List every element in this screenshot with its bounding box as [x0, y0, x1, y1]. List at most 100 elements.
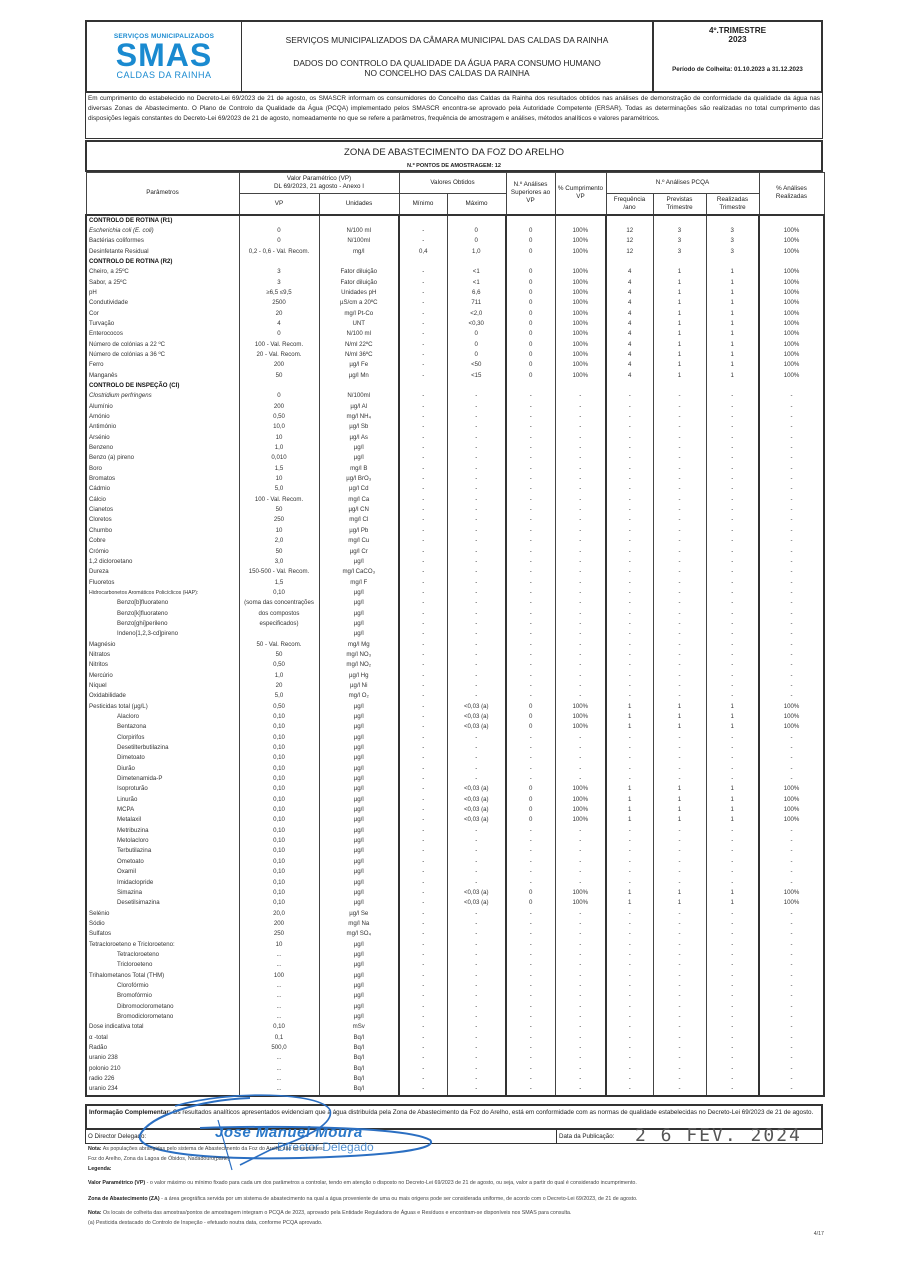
table-cell: - [605, 587, 654, 599]
table-cell: - [705, 960, 760, 971]
table-cell: - [605, 525, 654, 537]
table-cell: - [605, 929, 654, 940]
table-row: Cor 20 mg/l Pt-Co - <2,0 0 100% 4 1 1 100% [85, 308, 825, 319]
table-cell: - [758, 536, 825, 547]
table-cell: mg/l Cu [318, 536, 400, 547]
table-cell: - [446, 577, 507, 588]
table-cell: Bq/l [318, 1053, 400, 1064]
table-cell [238, 381, 320, 392]
table-row: α -total 0,1 Bq/l - - - - - - - - [85, 1032, 825, 1043]
table-cell: mg/l O₂ [318, 691, 400, 702]
table-row: Dimetoato 0,10 µg/l - - - - - - - - [85, 753, 825, 764]
table-cell: 1 [705, 329, 760, 340]
table-cell: - [758, 846, 825, 857]
table-cell: - [605, 484, 654, 495]
table-cell: - [554, 753, 607, 764]
table-row: Dose indicativa total 0,10 mSv - - - - - - - - [85, 1022, 825, 1033]
table-cell: 200 [238, 918, 320, 930]
table-cell: mg/l NH₄ [318, 412, 400, 423]
table-cell: 0,10 [238, 794, 320, 806]
table-cell: 100% [758, 898, 825, 909]
table-row: Cádmio 5,0 µg/l Cd - - - - - - - - [85, 484, 825, 495]
table-row: Metribuzina 0,10 µg/l - - - - - - - - [85, 825, 825, 837]
table-cell: - [652, 1043, 707, 1054]
table-cell: - [705, 629, 760, 640]
table-cell: - [652, 939, 707, 950]
table-cell: 4 [605, 277, 654, 288]
table-cell: - [705, 732, 760, 744]
table-cell: - [605, 505, 654, 516]
table-cell: µg/l [318, 836, 400, 847]
parameter-name: Desetilterbutilazina [85, 743, 240, 754]
table-cell: ... [238, 1084, 320, 1096]
table-cell: µg/l [318, 898, 400, 909]
table-row: Cheiro, a 25ºC 3 Fator diluição - <1 0 100% 4 1 1… [85, 267, 825, 278]
table-cell: - [758, 618, 825, 630]
parameter-name: Desetilsimazina [85, 898, 240, 909]
table-cell: - [605, 391, 654, 402]
table-cell: 100% [554, 267, 607, 278]
table-cell: µg/l Sb [318, 422, 400, 433]
table-cell: - [758, 753, 825, 764]
table-cell: mg/l [318, 246, 400, 257]
table-cell: - [605, 763, 654, 775]
table-cell: - [705, 618, 760, 630]
table-cell [705, 214, 760, 226]
table-row: Escherichia coli (E. coli) 0 N/100 ml -0 0 10… [85, 225, 825, 237]
table-cell: - [505, 463, 556, 475]
table-row: Fluoretos 1,5 mg/l F-------- [85, 577, 825, 588]
table-cell: 4 [238, 318, 320, 330]
table-cell: - [554, 949, 607, 961]
table-cell: 0 [238, 236, 320, 247]
table-cell: µg/l [318, 949, 400, 961]
table-row: Níquel 20 µg/l Ni - - - - - - - - [85, 680, 825, 692]
table-cell [398, 381, 448, 392]
parameter-name: Clorofórmio [85, 980, 240, 992]
table-cell: - [554, 546, 607, 557]
table-cell: - [554, 970, 607, 981]
table-cell: 12 [605, 246, 654, 257]
table-cell: - [652, 515, 707, 526]
parameter-name: Níquel [85, 680, 240, 692]
table-cell: - [398, 308, 448, 319]
table-cell: - [605, 680, 654, 692]
parameter-name: Mercúrio [85, 670, 240, 681]
table-cell: - [505, 412, 556, 423]
table-cell: - [758, 908, 825, 919]
table-cell: 0 [446, 329, 507, 340]
table-cell: - [652, 877, 707, 888]
table-cell: - [605, 970, 654, 981]
table-cell: - [505, 422, 556, 433]
table-cell: - [758, 639, 825, 650]
table-cell: µg/l Ni [318, 680, 400, 692]
table-cell: - [398, 1043, 448, 1054]
table-cell: - [554, 960, 607, 971]
table-cell: - [446, 918, 507, 930]
table-cell: - [398, 1053, 448, 1064]
parameter-name: Cor [85, 308, 240, 319]
parameter-name: Benzo[b]fluorateno [85, 598, 240, 609]
table-cell: µg/l [318, 1001, 400, 1012]
table-cell: 4 [605, 267, 654, 278]
table-row: Simazina 0,10 µg/l - <0,03 (a) 0 100% 1 1 1 100% [85, 887, 825, 899]
table-cell: 0 [505, 887, 556, 899]
table-cell: 1 [652, 339, 707, 350]
table-cell: (soma das concentrações [238, 598, 320, 609]
table-cell: - [505, 618, 556, 630]
table-cell: - [446, 743, 507, 754]
table-cell: - [605, 577, 654, 588]
table-cell: - [758, 929, 825, 940]
table-cell: 100% [758, 329, 825, 340]
table-cell: - [398, 856, 448, 868]
table-cell: mg/l Pt-Co [318, 308, 400, 319]
table-cell: - [505, 484, 556, 495]
parameter-name: Tetracloroeteno [85, 949, 240, 961]
table-cell: - [505, 649, 556, 661]
table-cell: µg/l BrO₃ [318, 474, 400, 485]
table-cell: - [446, 970, 507, 981]
table-cell: 1 [605, 712, 654, 723]
table-row: Ometoato 0,10 µg/l - - - - - - - - [85, 856, 825, 868]
table-cell: 0 [505, 805, 556, 816]
table-cell: µg/l [318, 939, 400, 950]
table-cell: - [758, 484, 825, 495]
